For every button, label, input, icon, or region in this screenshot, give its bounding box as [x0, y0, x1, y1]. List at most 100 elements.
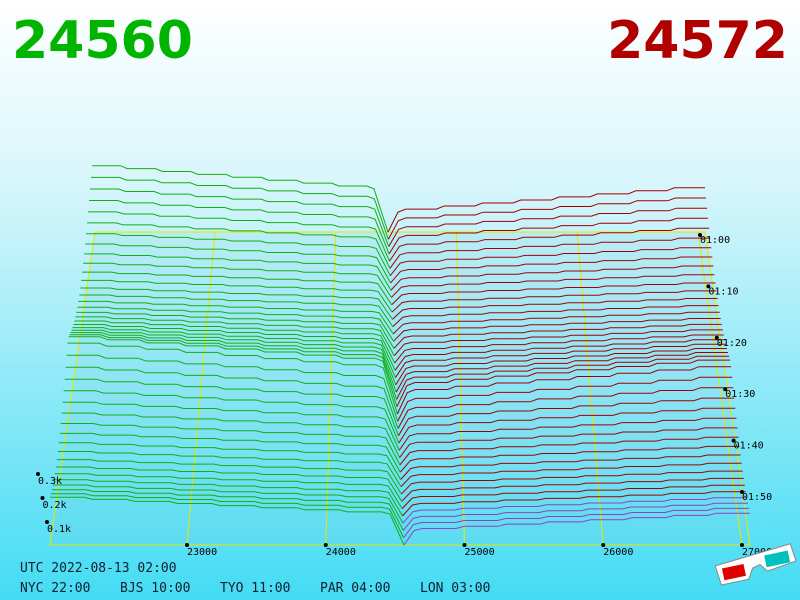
- ask-depth-line: [400, 454, 741, 480]
- bid-depth-line: [66, 354, 399, 422]
- tick-dot: [40, 496, 45, 500]
- price-tick-label: 24000: [326, 547, 356, 558]
- bid-depth-line: [78, 300, 394, 335]
- zone-time: LON 03:00: [420, 581, 490, 596]
- time-tick-label: 01:00: [700, 235, 730, 246]
- zone-time: BJS 10:00: [120, 581, 190, 596]
- bid-depth-line: [79, 294, 394, 327]
- tick-dot: [740, 490, 744, 494]
- bid-depth-line: [74, 320, 396, 364]
- bid-depth-line: [85, 243, 392, 284]
- bid-depth-line: [80, 287, 393, 320]
- bid-depth-line: [69, 334, 398, 400]
- tick-dot: [323, 543, 328, 547]
- ask-depth-line: [392, 311, 720, 335]
- zone-time: PAR 04:00: [320, 581, 390, 596]
- depth-rows: [50, 165, 750, 546]
- bid-depth-line: [53, 479, 403, 517]
- ask-depth-line: [397, 387, 734, 429]
- ask-depth-line: [401, 484, 745, 509]
- ask-depth-line: [402, 502, 748, 531]
- bid-depth-line: [50, 496, 405, 546]
- ask-depth-line: [396, 366, 732, 415]
- ask-depth-line: [402, 491, 746, 517]
- tick-dot: [706, 284, 711, 289]
- ask-depth-line: [391, 282, 716, 306]
- bid-depth-line: [76, 311, 395, 349]
- ask-depth-line: [393, 318, 721, 342]
- ask-depth-line: [399, 427, 738, 458]
- bid-depth-line: [84, 253, 392, 291]
- bid-depth-line: [70, 332, 397, 393]
- price-grid-line: [697, 231, 743, 546]
- ask-depth-line: [394, 339, 725, 371]
- bid-depth-line: [56, 459, 402, 495]
- tick-dot: [731, 438, 736, 443]
- ask-depth-line: [396, 355, 730, 400]
- bid-depth-line: [89, 200, 390, 255]
- bid-depth-line: [90, 188, 390, 247]
- bid-depth-line: [77, 306, 395, 342]
- time-tick-label: 01:50: [742, 492, 772, 503]
- ask-depth-line: [399, 436, 739, 466]
- price-tick-label: 26000: [603, 547, 633, 558]
- tick-dot: [698, 233, 702, 237]
- bid-depth-line: [52, 489, 404, 531]
- price-tick-label: 23000: [187, 547, 217, 558]
- ask-depth-line: [397, 397, 735, 437]
- ask-depth-line: [398, 417, 737, 451]
- zone-time: TYO 11:00: [220, 581, 290, 596]
- ask-depth-line: [387, 197, 706, 240]
- bid-depth-line: [62, 401, 400, 451]
- ask-depth-line: [388, 217, 709, 255]
- time-tick-label: 01:30: [725, 389, 755, 400]
- ask-depth-line: [395, 348, 727, 386]
- ask-depth-line: [393, 329, 723, 357]
- ask-depth-line: [390, 256, 713, 284]
- ask-depth-line: [397, 376, 733, 422]
- bid-depth-line: [51, 493, 405, 538]
- ask-depth-line: [403, 512, 750, 546]
- ask-depth-line: [390, 265, 714, 291]
- depth-tick-label: 0.3k: [38, 476, 62, 487]
- bid-depth-line: [64, 378, 399, 436]
- zone-time: NYC 22:00: [20, 581, 90, 596]
- ask-depth-line: [394, 334, 724, 364]
- bid-depth-line: [58, 442, 402, 480]
- tick-dot: [462, 543, 467, 547]
- ask-depth-line: [390, 274, 715, 298]
- utc-time: UTC 2022-08-13 02:00: [20, 561, 177, 576]
- ask-depth-line: [389, 237, 711, 269]
- bid-depth-line: [83, 262, 392, 298]
- ask-depth-line: [401, 470, 743, 495]
- bid-depth-line: [73, 324, 396, 371]
- ask-depth-line: [393, 323, 722, 349]
- bid-depth-line: [55, 466, 403, 502]
- bid-depth-line: [86, 233, 391, 276]
- ask-depth-line: [400, 462, 742, 488]
- bid-depth-line: [61, 412, 400, 458]
- bid-depth-line: [54, 473, 403, 509]
- ask-depth-line: [396, 359, 731, 407]
- price-grid-line: [576, 231, 604, 546]
- axis-labels: 23000 24000 25000 26000 27000 01:00 01:10 01:20…: [36, 233, 772, 558]
- ask-depth-line: [401, 477, 744, 502]
- bid-depth-line: [65, 366, 399, 429]
- bid-depth-line: [75, 316, 395, 356]
- ask-depth-line: [395, 352, 728, 393]
- tick-dot: [601, 543, 606, 547]
- tick-dot: [36, 472, 40, 476]
- ask-depth-line: [387, 187, 705, 233]
- tick-dot: [45, 520, 49, 524]
- price-grid-line: [325, 231, 337, 546]
- ask-depth-line: [388, 207, 708, 247]
- tick-dot: [714, 335, 719, 340]
- bid-depth-line: [59, 432, 401, 473]
- bid-depth-line: [67, 342, 398, 415]
- ask-depth-line: [399, 445, 740, 473]
- depth-tick-label: 0.2k: [43, 500, 67, 511]
- ask-depth-line: [395, 343, 726, 378]
- time-tick-label: 01:20: [717, 338, 747, 349]
